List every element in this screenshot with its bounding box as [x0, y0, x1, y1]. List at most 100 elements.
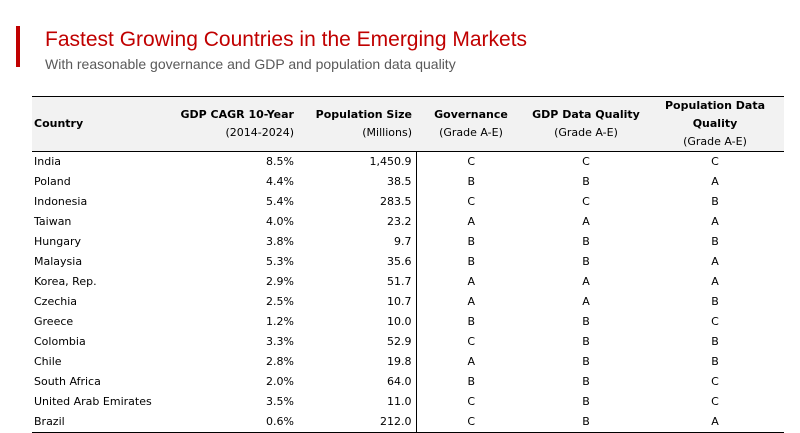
cell-population: 38.5: [298, 172, 417, 192]
table-row: Taiwan 4.0% 23.2 A A A: [32, 212, 784, 232]
column-header-sublabel: (Millions): [362, 126, 412, 139]
column-header-sublabel: (Grade A-E): [683, 135, 747, 148]
table-header: Country GDP CAGR 10-Year (2014-2024) Popula…: [32, 96, 784, 152]
table-row: Czechia 2.5% 10.7 A A B: [32, 292, 784, 312]
cell-population: 35.6: [298, 252, 417, 272]
cell-country: Colombia: [34, 335, 86, 348]
cell-governance: C: [467, 395, 476, 408]
cell-pop-quality: B: [711, 335, 719, 348]
cell-governance: A: [467, 355, 476, 368]
cell-governance: C: [467, 155, 476, 168]
column-header-pop-quality: Population Data Quality (Grade A-E): [646, 96, 784, 152]
cell-gdp-quality: B: [582, 315, 590, 328]
cell-gdp-quality: C: [582, 195, 590, 208]
cell-country: India: [34, 155, 61, 168]
cell-governance: B: [467, 235, 476, 248]
cell-pop-quality: B: [711, 355, 719, 368]
cell-gdp-cagr: 1.2%: [266, 315, 294, 328]
data-table-container: Country GDP CAGR 10-Year (2014-2024) Popula…: [32, 96, 784, 433]
cell-country: United Arab Emirates: [34, 395, 152, 408]
cell-country: Poland: [34, 175, 71, 188]
cell-country: Greece: [34, 315, 74, 328]
cell-gdp-cagr: 5.4%: [266, 195, 294, 208]
cell-pop-quality: A: [711, 255, 719, 268]
data-table: Country GDP CAGR 10-Year (2014-2024) Popula…: [32, 96, 784, 433]
cell-gdp-cagr: 2.5%: [266, 295, 294, 308]
cell-country: Indonesia: [34, 195, 88, 208]
column-header-label: GDP CAGR 10-Year: [180, 108, 295, 121]
cell-population: 10.7: [298, 292, 417, 312]
cell-country: Chile: [34, 355, 62, 368]
column-header-label: Population Data Quality: [665, 99, 765, 130]
cell-governance: C: [416, 412, 526, 433]
cell-country: Czechia: [34, 295, 78, 308]
cell-governance: B: [467, 375, 476, 388]
cell-population: 11.0: [298, 392, 417, 412]
column-header-sublabel: (2014-2024): [225, 126, 294, 139]
cell-population: 19.8: [298, 352, 417, 372]
cell-population: 212.0: [298, 412, 417, 433]
table-row: Poland 4.4% 38.5 B B A: [32, 172, 784, 192]
cell-governance: A: [467, 295, 476, 308]
table-row: Colombia 3.3% 52.9 C B B: [32, 332, 784, 352]
cell-country: Malaysia: [34, 255, 83, 268]
table-row: Malaysia 5.3% 35.6 B B A: [32, 252, 784, 272]
cell-gdp-quality: B: [582, 235, 590, 248]
cell-population: 52.9: [298, 332, 417, 352]
cell-population: 10.0: [298, 312, 417, 332]
column-header-governance: Governance (Grade A-E): [416, 96, 526, 152]
cell-governance: C: [467, 335, 476, 348]
column-header-gdp-cagr: GDP CAGR 10-Year (2014-2024): [172, 96, 298, 152]
table-row: India 8.5% 1,450.9 C C C: [32, 151, 784, 172]
cell-pop-quality: A: [646, 412, 784, 433]
column-header-population: Population Size (Millions): [298, 96, 416, 152]
column-header-label: Country: [34, 117, 84, 130]
table-row: Indonesia 5.4% 283.5 C C B: [32, 192, 784, 212]
cell-pop-quality: A: [711, 175, 719, 188]
column-header-sublabel: (Grade A-E): [554, 126, 618, 139]
cell-pop-quality: C: [711, 395, 719, 408]
title-accent-bar: [16, 26, 20, 67]
cell-gdp-cagr: 3.3%: [266, 335, 294, 348]
cell-gdp-quality: A: [582, 295, 590, 308]
page-subtitle: With reasonable governance and GDP and p…: [45, 56, 456, 72]
cell-gdp-cagr: 8.5%: [266, 155, 294, 168]
cell-population: 64.0: [298, 372, 417, 392]
column-header-sublabel: (Grade A-E): [439, 126, 503, 139]
cell-governance: C: [467, 195, 476, 208]
table-body: India 8.5% 1,450.9 C C C Poland 4.4% 38.5 B B A Indo…: [32, 151, 784, 433]
cell-gdp-quality: A: [582, 275, 590, 288]
cell-population: 23.2: [298, 212, 417, 232]
cell-country: Hungary: [34, 235, 81, 248]
cell-pop-quality: C: [711, 155, 719, 168]
cell-gdp-cagr: 3.5%: [266, 395, 294, 408]
cell-gdp-quality: B: [582, 395, 590, 408]
cell-governance: B: [467, 255, 476, 268]
cell-gdp-cagr: 2.0%: [266, 375, 294, 388]
cell-pop-quality: A: [711, 275, 719, 288]
column-header-country: Country: [32, 96, 172, 152]
table-row: Chile 2.8% 19.8 A B B: [32, 352, 784, 372]
column-header-gdp-quality: GDP Data Quality (Grade A-E): [526, 96, 646, 152]
cell-gdp-quality: B: [582, 355, 590, 368]
table-row: Hungary 3.8% 9.7 B B B: [32, 232, 784, 252]
table-header-row: Country GDP CAGR 10-Year (2014-2024) Popula…: [32, 96, 784, 152]
cell-gdp-quality: B: [582, 175, 590, 188]
cell-gdp-quality: A: [582, 215, 590, 228]
cell-gdp-cagr: 2.9%: [266, 275, 294, 288]
cell-gdp-cagr: 2.8%: [266, 355, 294, 368]
cell-governance: B: [467, 175, 476, 188]
cell-population: 283.5: [298, 192, 417, 212]
column-header-label: Population Size: [315, 108, 412, 121]
cell-gdp-quality: B: [582, 255, 590, 268]
cell-pop-quality: A: [711, 215, 719, 228]
cell-pop-quality: C: [711, 375, 719, 388]
cell-population: 1,450.9: [298, 151, 417, 172]
cell-gdp-cagr: 3.8%: [266, 235, 294, 248]
column-header-label: Governance: [434, 108, 508, 121]
table-row: Greece 1.2% 10.0 B B C: [32, 312, 784, 332]
table-row: Korea, Rep. 2.9% 51.7 A A A: [32, 272, 784, 292]
cell-gdp-quality: B: [582, 375, 590, 388]
cell-gdp-quality: C: [582, 155, 590, 168]
cell-gdp-cagr: 4.0%: [266, 215, 294, 228]
